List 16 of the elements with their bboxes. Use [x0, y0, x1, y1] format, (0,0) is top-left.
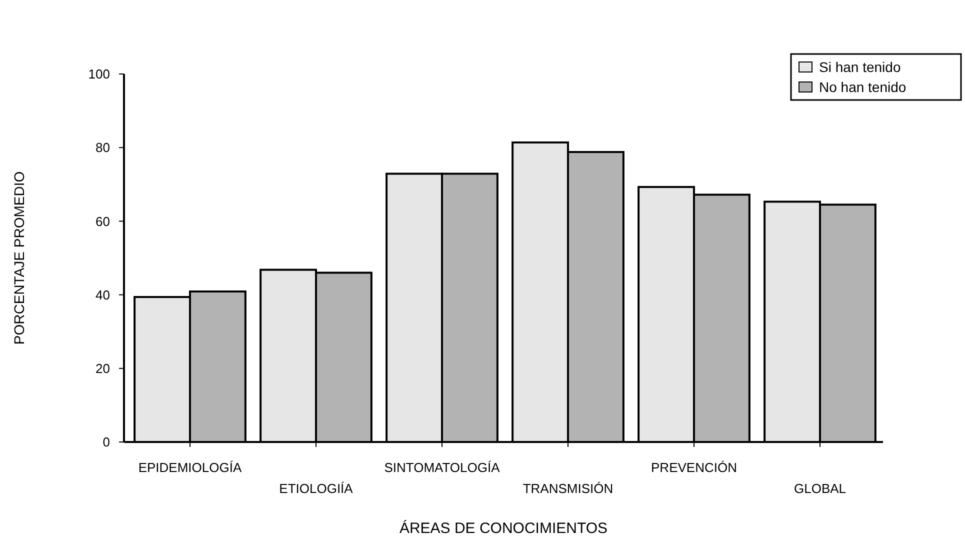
x-tick-label: GLOBAL: [794, 481, 846, 496]
y-tick-label: 40: [96, 287, 110, 302]
x-tick-label: SINTOMATOLOGÍA: [384, 460, 500, 475]
x-tick-label: EPIDEMIOLOGÍA: [138, 460, 242, 475]
y-tick-label: 80: [96, 140, 110, 156]
x-tick-label: TRANSMISIÓN: [522, 481, 614, 496]
y-axis-title: PORCENTAJE PROMEDIO: [11, 171, 27, 345]
x-axis-title: ÁREAS DE CONOCIMIENTOS: [399, 519, 608, 537]
y-tick-label: 100: [88, 66, 110, 82]
y-tick-label: 20: [96, 360, 110, 376]
legend-label: No han tenido: [819, 78, 906, 95]
legend-label: Si han tenido: [819, 58, 901, 75]
y-tick-label: 0: [102, 434, 110, 450]
x-tick-label: PREVENCIÓN: [651, 460, 737, 475]
y-tick-label: 60: [96, 214, 110, 229]
x-tick-label: ETIOLOGIÍA: [279, 481, 354, 496]
